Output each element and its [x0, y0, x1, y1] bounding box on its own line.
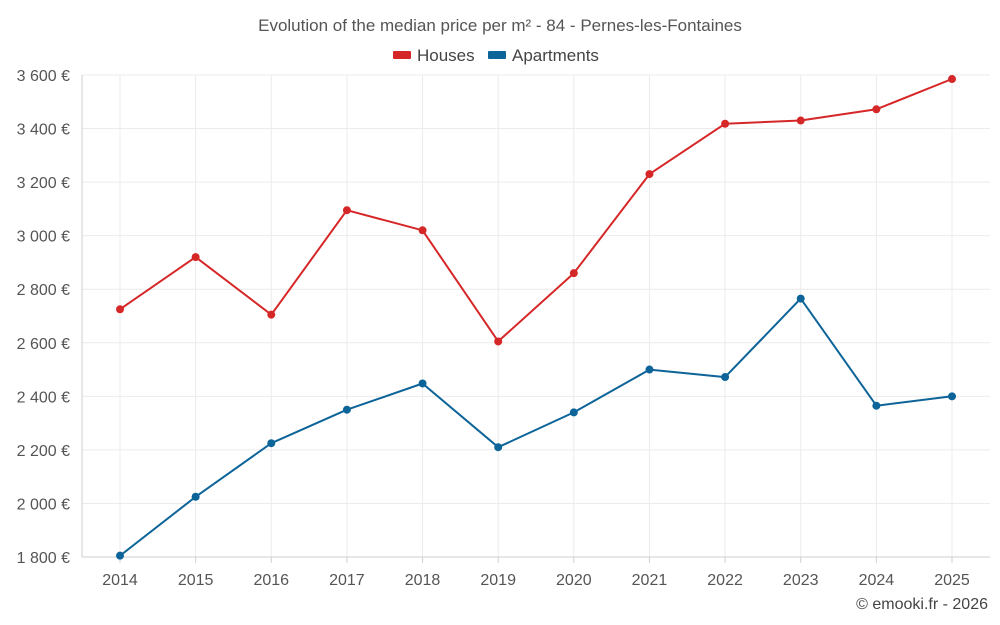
data-point-apartments[interactable] — [569, 408, 578, 417]
y-tick-label: 3 200 € — [17, 175, 70, 192]
data-point-houses[interactable] — [342, 206, 351, 215]
data-point-apartments[interactable] — [418, 379, 427, 388]
data-point-houses[interactable] — [267, 310, 276, 319]
data-point-apartments[interactable] — [796, 294, 805, 303]
x-tick-label: 2020 — [556, 572, 592, 589]
x-tick-label: 2015 — [178, 572, 214, 589]
data-point-apartments[interactable] — [948, 392, 956, 401]
data-point-apartments[interactable] — [267, 439, 276, 448]
legend-swatch — [393, 51, 411, 59]
data-point-houses[interactable] — [494, 337, 503, 346]
y-tick-label: 3 600 € — [17, 68, 70, 85]
y-tick-label: 2 200 € — [17, 443, 70, 460]
data-point-apartments[interactable] — [721, 373, 730, 382]
data-point-houses[interactable] — [796, 116, 805, 125]
x-tick-label: 2014 — [102, 572, 138, 589]
x-tick-label: 2019 — [480, 572, 516, 589]
legend-swatch — [488, 51, 506, 59]
data-point-houses[interactable] — [948, 75, 956, 84]
chart-title: Evolution of the median price per m² - 8… — [258, 16, 742, 35]
series-layer — [116, 75, 956, 560]
data-point-apartments[interactable] — [494, 443, 503, 452]
data-point-apartments[interactable] — [191, 492, 200, 501]
x-tick-label: 2017 — [329, 572, 365, 589]
y-axis: 1 800 € 2 000 € 2 200 € 2 400 € 2 600 € 2 800… — [17, 68, 83, 567]
y-tick-label: 2 600 € — [17, 336, 70, 353]
data-point-houses[interactable] — [418, 226, 427, 235]
x-tick-label: 2016 — [253, 572, 289, 589]
y-tick-label: 2 800 € — [17, 282, 70, 299]
y-tick-label: 1 800 € — [17, 550, 70, 567]
x-tick-label: 2022 — [707, 572, 743, 589]
data-point-houses[interactable] — [191, 253, 200, 262]
grid — [82, 74, 990, 558]
legend: Houses Apartments — [393, 46, 599, 65]
y-tick-label: 3 000 € — [17, 229, 70, 246]
data-point-houses[interactable] — [721, 119, 730, 128]
data-point-apartments[interactable] — [872, 401, 881, 410]
series-line-apartments — [119, 297, 953, 557]
data-point-apartments[interactable] — [116, 551, 124, 560]
series-line-houses — [119, 78, 953, 343]
x-tick-label: 2023 — [783, 572, 819, 589]
x-tick-label: 2021 — [632, 572, 668, 589]
legend-item-apartments[interactable]: Apartments — [488, 46, 599, 65]
data-point-apartments[interactable] — [645, 365, 654, 374]
data-point-houses[interactable] — [116, 305, 124, 314]
y-tick-label: 2 000 € — [17, 496, 70, 513]
data-point-houses[interactable] — [645, 170, 654, 179]
legend-item-houses[interactable]: Houses — [393, 46, 475, 65]
x-axis: 2014 2015 2016 2017 2018 2019 2020 2021 2022 2023… — [82, 556, 990, 589]
x-tick-label: 2018 — [405, 572, 441, 589]
x-tick-label: 2025 — [934, 572, 970, 589]
x-tick-label: 2024 — [859, 572, 895, 589]
data-point-houses[interactable] — [569, 269, 578, 278]
y-tick-label: 3 400 € — [17, 122, 70, 139]
data-point-houses[interactable] — [872, 105, 881, 114]
data-point-apartments[interactable] — [342, 405, 351, 414]
credit-text: © emooki.fr - 2026 — [856, 596, 988, 613]
legend-label: Apartments — [512, 46, 599, 65]
legend-label: Houses — [417, 46, 475, 65]
y-tick-label: 2 400 € — [17, 389, 70, 406]
